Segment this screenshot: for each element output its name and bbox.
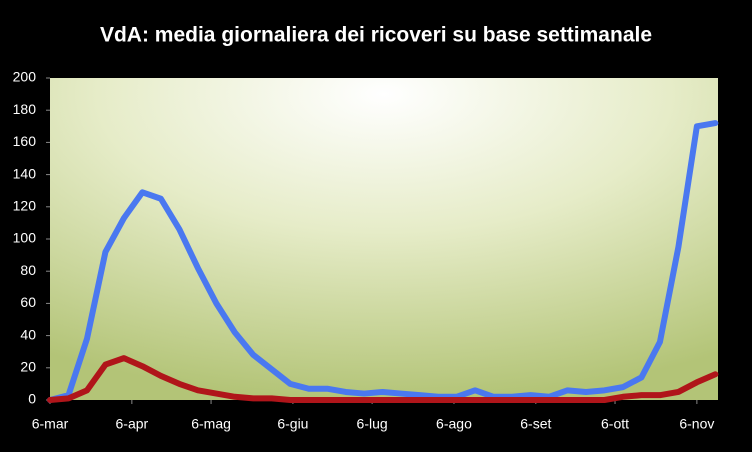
x-tick-label: 6-ott xyxy=(601,416,629,432)
y-tick-label: 0 xyxy=(28,391,36,407)
x-tick-label: 6-mag xyxy=(191,416,231,432)
x-tick-label: 6-mar xyxy=(32,416,69,432)
x-tick-label: 6-nov xyxy=(679,416,714,432)
y-tick-label: 60 xyxy=(20,294,36,310)
x-tick-label: 6-ago xyxy=(436,416,472,432)
plot-area xyxy=(50,78,718,400)
y-tick-label: 160 xyxy=(13,133,37,149)
x-tick-label: 6-giu xyxy=(277,416,308,432)
x-tick-label: 6-lug xyxy=(357,416,388,432)
y-tick-label: 200 xyxy=(13,69,37,85)
y-tick-label: 140 xyxy=(13,165,37,181)
series-line xyxy=(47,355,719,403)
y-tick-label: 80 xyxy=(20,262,36,278)
y-tick-label: 100 xyxy=(13,230,37,246)
series-line xyxy=(47,120,719,403)
y-tick-label: 40 xyxy=(20,326,36,342)
y-tick-label: 20 xyxy=(20,359,36,375)
chart-title: VdA: media giornaliera dei ricoveri su b… xyxy=(100,24,652,47)
y-tick-label: 180 xyxy=(13,101,37,117)
x-tick-label: 6-apr xyxy=(116,416,149,432)
x-tick-label: 6-set xyxy=(520,416,551,432)
y-tick-label: 120 xyxy=(13,198,37,214)
